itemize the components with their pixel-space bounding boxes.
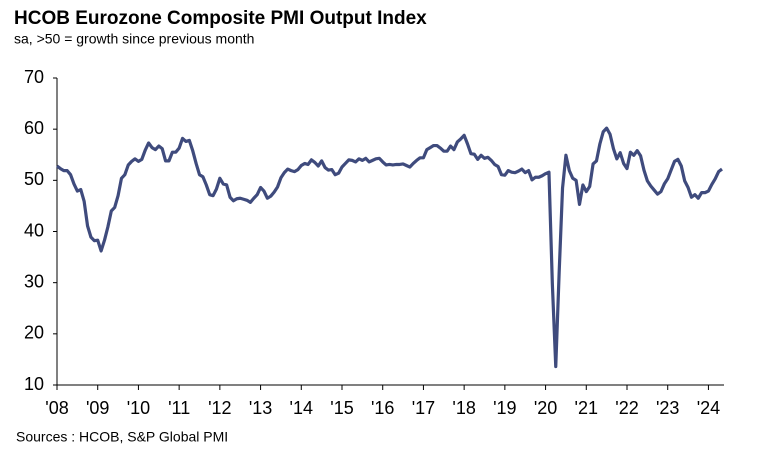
y-tick-label: 10 bbox=[24, 374, 44, 394]
x-tick-label: '23 bbox=[656, 398, 679, 418]
x-tick-label: '20 bbox=[534, 398, 557, 418]
x-tick-label: '12 bbox=[208, 398, 231, 418]
x-tick-label: '22 bbox=[615, 398, 638, 418]
x-tick-label: '10 bbox=[127, 398, 150, 418]
y-tick-label: 60 bbox=[24, 118, 44, 138]
y-tick-label: 20 bbox=[24, 323, 44, 343]
y-tick-label: 30 bbox=[24, 271, 44, 291]
chart-title: HCOB Eurozone Composite PMI Output Index bbox=[14, 8, 427, 29]
x-tick-label: '16 bbox=[371, 398, 394, 418]
x-tick-label: '08 bbox=[45, 398, 68, 418]
x-tick-label: '14 bbox=[290, 398, 313, 418]
x-tick-label: '21 bbox=[575, 398, 598, 418]
data-line bbox=[56, 126, 723, 369]
x-tick-label: '13 bbox=[249, 398, 272, 418]
x-tick-label: '18 bbox=[452, 398, 475, 418]
x-tick-label: '17 bbox=[412, 398, 435, 418]
y-tick-label: 50 bbox=[24, 169, 44, 189]
x-tick-label: '09 bbox=[86, 398, 109, 418]
y-tick-label: 70 bbox=[24, 67, 44, 87]
x-tick-label: '15 bbox=[330, 398, 353, 418]
x-tick-label: '11 bbox=[168, 398, 190, 418]
x-tick-label: '24 bbox=[697, 398, 720, 418]
y-tick-label: 40 bbox=[24, 220, 44, 240]
source-note: Sources : HCOB, S&P Global PMI bbox=[16, 429, 228, 445]
x-tick-label: '19 bbox=[493, 398, 516, 418]
chart-subtitle: sa, >50 = growth since previous month bbox=[14, 31, 254, 47]
